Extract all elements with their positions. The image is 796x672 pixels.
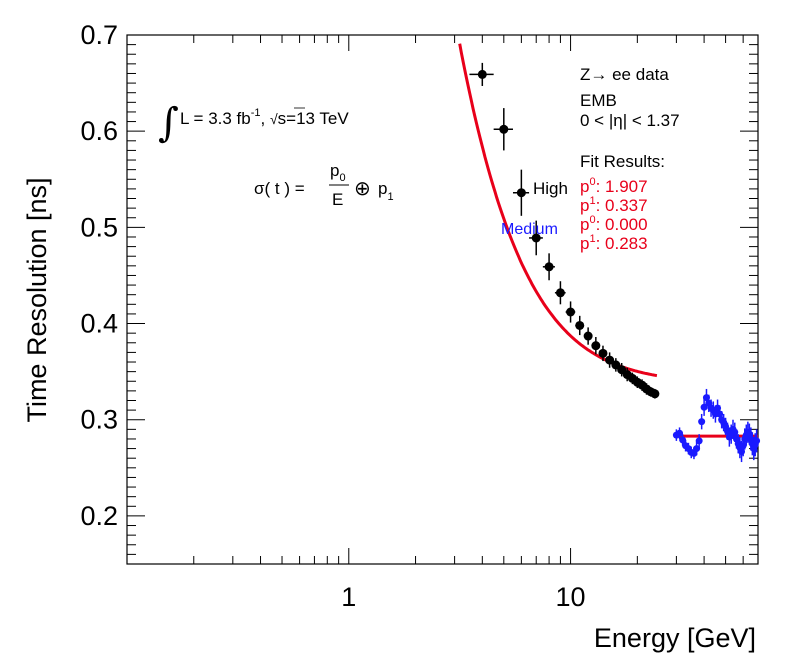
x-axis-title: Energy [GeV] bbox=[594, 623, 756, 653]
data-point bbox=[679, 436, 687, 444]
data-point bbox=[566, 307, 576, 317]
fit-result-item: p1: 0.337 bbox=[580, 195, 648, 215]
x-tick-labels: 1 10 bbox=[341, 582, 585, 612]
medium-label: Medium bbox=[501, 221, 558, 238]
data-point bbox=[477, 69, 487, 79]
region-label: EMB bbox=[580, 91, 617, 110]
energy-text: s=13 TeV bbox=[278, 109, 350, 128]
data-point bbox=[676, 429, 684, 437]
high-label: High bbox=[533, 179, 568, 198]
y-tick-label: 0.2 bbox=[80, 501, 118, 531]
data-point bbox=[753, 437, 761, 445]
data-point bbox=[555, 288, 565, 298]
y-tick-label: 0.3 bbox=[80, 405, 118, 435]
x-tick-label: 1 bbox=[341, 582, 356, 612]
y-tick-label: 0.5 bbox=[80, 212, 118, 242]
luminosity-text: L = 3.3 fb-1, √s=13 TeV bbox=[180, 107, 349, 128]
y-tick-label: 0.6 bbox=[80, 116, 118, 146]
fit-results-title: Fit Results: bbox=[580, 152, 665, 171]
lumi-prefix: L = 3.3 fb bbox=[180, 109, 251, 128]
formula-denominator: E bbox=[332, 190, 343, 209]
data-point bbox=[650, 389, 660, 399]
data-point bbox=[693, 445, 701, 453]
data-point bbox=[583, 331, 593, 341]
data-point bbox=[695, 437, 703, 445]
sqrt-sign: √ bbox=[270, 111, 278, 127]
eta-range-label: 0 < |η| < 1.37 bbox=[580, 111, 680, 130]
y-tick-labels: 0.2 0.3 0.4 0.5 0.6 0.7 bbox=[80, 20, 118, 531]
resolution-formula: σ( t ) = p0 E ⊕ p1 bbox=[254, 161, 394, 209]
plot-frame-group bbox=[126, 34, 759, 565]
series-high bbox=[469, 62, 660, 399]
data-point bbox=[591, 341, 601, 351]
data-point bbox=[531, 233, 541, 243]
data-point bbox=[499, 124, 509, 134]
data-point bbox=[575, 320, 585, 330]
y-tick-label: 0.7 bbox=[80, 20, 118, 50]
fit-result-item: p0: 0.000 bbox=[580, 214, 648, 234]
luminosity-annotation: ∫ L = 3.3 fb-1, √s=13 TeV bbox=[158, 100, 349, 146]
data-point bbox=[544, 262, 554, 272]
oplus-symbol: ⊕ bbox=[354, 178, 371, 200]
formula-lhs: σ( t ) = bbox=[254, 179, 305, 198]
x-tick-label: 10 bbox=[556, 582, 586, 612]
data-points bbox=[469, 62, 761, 463]
formula-numerator: p0 bbox=[330, 161, 346, 184]
y-axis-title: Time Resolution [ns] bbox=[22, 177, 52, 422]
process-label: Z→ ee data bbox=[580, 65, 669, 84]
data-point bbox=[598, 348, 608, 358]
series-medium bbox=[672, 388, 761, 463]
data-point bbox=[516, 188, 526, 198]
axis-ticks bbox=[126, 34, 759, 565]
plot-frame bbox=[126, 34, 759, 565]
lumi-exponent: -1 bbox=[251, 107, 261, 119]
data-point bbox=[698, 418, 706, 426]
fit-result-item: p0: 1.907 bbox=[580, 176, 648, 196]
data-description: Z→ ee data EMB 0 < |η| < 1.37 Fit Result… bbox=[580, 65, 680, 253]
formula-p1: p1 bbox=[378, 179, 394, 203]
lumi-separator: , bbox=[261, 109, 270, 128]
integral-symbol: ∫ bbox=[158, 100, 179, 146]
y-tick-label: 0.4 bbox=[80, 309, 118, 339]
data-point bbox=[605, 355, 615, 365]
fit-result-item: p1: 0.283 bbox=[580, 233, 648, 253]
